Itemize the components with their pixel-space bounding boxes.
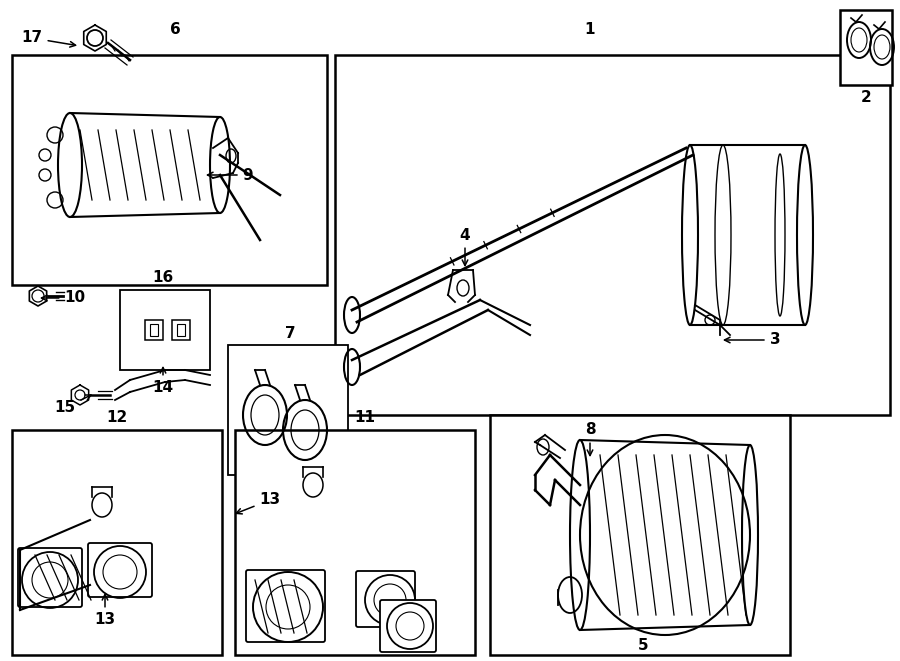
FancyBboxPatch shape (18, 548, 82, 607)
Bar (490, 415, 790, 655)
Text: 3: 3 (724, 332, 780, 348)
Text: 16: 16 (152, 270, 174, 286)
Text: 4: 4 (460, 227, 471, 266)
Bar (12, 430, 222, 655)
Bar (120, 290, 210, 370)
Text: 13: 13 (94, 594, 115, 627)
Text: 13: 13 (236, 492, 281, 514)
Text: 11: 11 (355, 410, 375, 426)
Bar (172, 320, 190, 340)
Bar (335, 55, 890, 415)
FancyBboxPatch shape (380, 600, 436, 652)
FancyBboxPatch shape (246, 570, 325, 642)
Bar (228, 345, 348, 475)
Text: 17: 17 (22, 30, 76, 47)
Text: 8: 8 (585, 422, 595, 455)
Bar (145, 320, 163, 340)
Bar (177, 324, 185, 336)
Bar (12, 55, 327, 285)
Text: 6: 6 (169, 22, 180, 38)
Bar (150, 324, 158, 336)
Text: 5: 5 (638, 637, 648, 652)
Bar (235, 430, 475, 655)
Text: 15: 15 (54, 395, 91, 416)
Text: 1: 1 (585, 22, 595, 38)
Bar (840, 10, 892, 85)
Text: 7: 7 (284, 325, 295, 340)
FancyBboxPatch shape (356, 571, 415, 627)
Text: 14: 14 (152, 368, 174, 395)
Text: 2: 2 (860, 91, 871, 106)
Text: 12: 12 (106, 410, 128, 426)
FancyBboxPatch shape (88, 543, 152, 597)
Text: 9: 9 (208, 167, 253, 182)
Text: 10: 10 (41, 290, 86, 305)
